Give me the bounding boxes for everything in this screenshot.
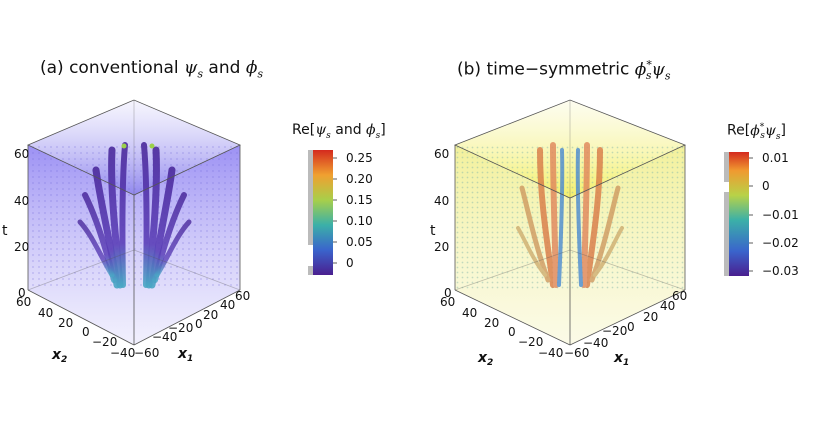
panel-a-colorbar-gradient <box>313 150 333 275</box>
panel-a-x2-tick-60: 60 <box>16 295 31 309</box>
panel-a-x1-tick-20: 20 <box>203 308 218 322</box>
panel-a-t-tick-40: 40 <box>14 194 29 208</box>
panel-b-expression: ϕ*sψs <box>634 58 671 83</box>
panel-a-t-tick-20: 20 <box>14 240 29 254</box>
panel-b-x2-tick-m20: −20 <box>518 335 543 349</box>
panel-a-x1-tick-m20: −20 <box>168 321 193 335</box>
panel-b-colorbar-title: Re[ϕ*sψs] <box>727 122 786 142</box>
panel-b-x1-tick-m20: −20 <box>602 324 627 338</box>
panel-a-phi: ϕs <box>245 58 264 81</box>
panel-a-x2-tick-m20: −20 <box>92 335 117 349</box>
panel-b-cb-tick-3: −0.02 <box>762 236 799 250</box>
panel-a-x2-label: x2 <box>51 347 67 365</box>
panel-a-cb-tick-0: 0.25 <box>346 151 373 165</box>
panel-b-x2-tick-60: 60 <box>440 295 455 309</box>
panel-a-plot: 60 40 20 0 t 60 40 20 0 −20 −40 x2 −60 −… <box>2 99 250 365</box>
panel-b-x1-label: x1 <box>613 350 629 368</box>
panel-b-x2-label: x2 <box>477 350 493 368</box>
panel-a-x1-tick-60: 60 <box>235 289 250 303</box>
panel-b-plot: 60 40 20 0 t 60 40 20 0 −20 −40 x2 −60 −… <box>430 99 687 368</box>
panel-b-streaks <box>516 142 624 288</box>
panel-b-t-tick-40: 40 <box>434 194 449 208</box>
panel-b-edges <box>453 99 687 346</box>
panel-a-title: (a) conventional ψs and ϕs <box>40 58 263 80</box>
panel-a-cb-tick-3: 0.10 <box>346 214 373 228</box>
panel-b-colorbar: 0.01 0 −0.01 −0.02 −0.03 <box>724 151 799 278</box>
panel-b-label: (b) time−symmetric <box>457 59 630 80</box>
panel-a-x1-label: x1 <box>177 346 193 364</box>
panel-b-colorbar-gradient <box>729 152 749 276</box>
panel-a-streaks <box>77 142 192 289</box>
panel-a-x2-tick-m40: −40 <box>110 346 135 360</box>
panel-a-colorbar-shade <box>308 150 313 245</box>
panel-a-x1-tick-m60: −60 <box>134 346 159 360</box>
panel-b-x1-tick-m60: −60 <box>564 346 589 360</box>
panel-a-cb-tick-5: 0 <box>346 256 354 270</box>
panel-b-colorbar-shade <box>724 192 729 276</box>
panel-b-cb-tick-2: −0.01 <box>762 208 799 222</box>
panel-b-t-label: t <box>430 223 436 239</box>
panel-a-colorbar-shade-bottom <box>308 266 313 275</box>
panel-b-x1-tick-20: 20 <box>643 310 658 324</box>
panel-b-cb-tick-0: 0.01 <box>762 151 789 165</box>
panel-b-title: (b) time−symmetric ϕ*sψs <box>457 58 671 82</box>
panel-a-colorbar-title: Re[ψs and ϕs] <box>292 122 386 141</box>
panel-b-t-tick-60: 60 <box>434 147 449 161</box>
panel-a-cb-tick-1: 0.20 <box>346 172 373 186</box>
panel-b-t-tick-0: 0 <box>444 286 452 300</box>
panel-a-label: (a) conventional <box>40 58 179 78</box>
panel-b-x2-tick-0: 0 <box>508 325 516 339</box>
panel-a-and: and <box>208 58 241 78</box>
panel-a-t-tick-60: 60 <box>14 147 29 161</box>
panel-b-cb-tick-4: −0.03 <box>762 264 799 278</box>
panel-b-t-tick-20: 20 <box>434 240 449 254</box>
panel-a-t-label: t <box>2 223 8 239</box>
panel-b-colorbar-shade-top <box>724 152 729 182</box>
panel-a-x2-tick-40: 40 <box>38 306 53 320</box>
panel-b-x2-tick-m40: −40 <box>538 346 563 360</box>
panel-a-psi: ψs <box>184 58 204 81</box>
panel-b-x1-tick-60: 60 <box>672 289 687 303</box>
panel-a-x1-tick-0: 0 <box>195 317 203 331</box>
panel-a-cb-tick-2: 0.15 <box>346 193 373 207</box>
panel-b-cb-tick-1: 0 <box>762 179 770 193</box>
panel-a-x2-tick-0: 0 <box>82 325 90 339</box>
panel-a-cb-tick-4: 0.05 <box>346 235 373 249</box>
panel-a-colorbar: 0.25 0.20 0.15 0.10 0.05 0 <box>308 150 373 275</box>
panel-b-x2-tick-20: 20 <box>484 316 499 330</box>
panel-b-x1-tick-m40: −40 <box>583 336 608 350</box>
panel-a-t-tick-0: 0 <box>18 286 26 300</box>
panel-b-x1-tick-0: 0 <box>627 320 635 334</box>
panel-a-x1-tick-m40: −40 <box>152 330 177 344</box>
panel-a-edges <box>27 99 241 346</box>
panel-b-x2-tick-40: 40 <box>462 306 477 320</box>
panel-a-x1-tick-40: 40 <box>220 298 235 312</box>
panel-b-x1-tick-40: 40 <box>660 299 675 313</box>
panel-a-x2-tick-20: 20 <box>58 316 73 330</box>
